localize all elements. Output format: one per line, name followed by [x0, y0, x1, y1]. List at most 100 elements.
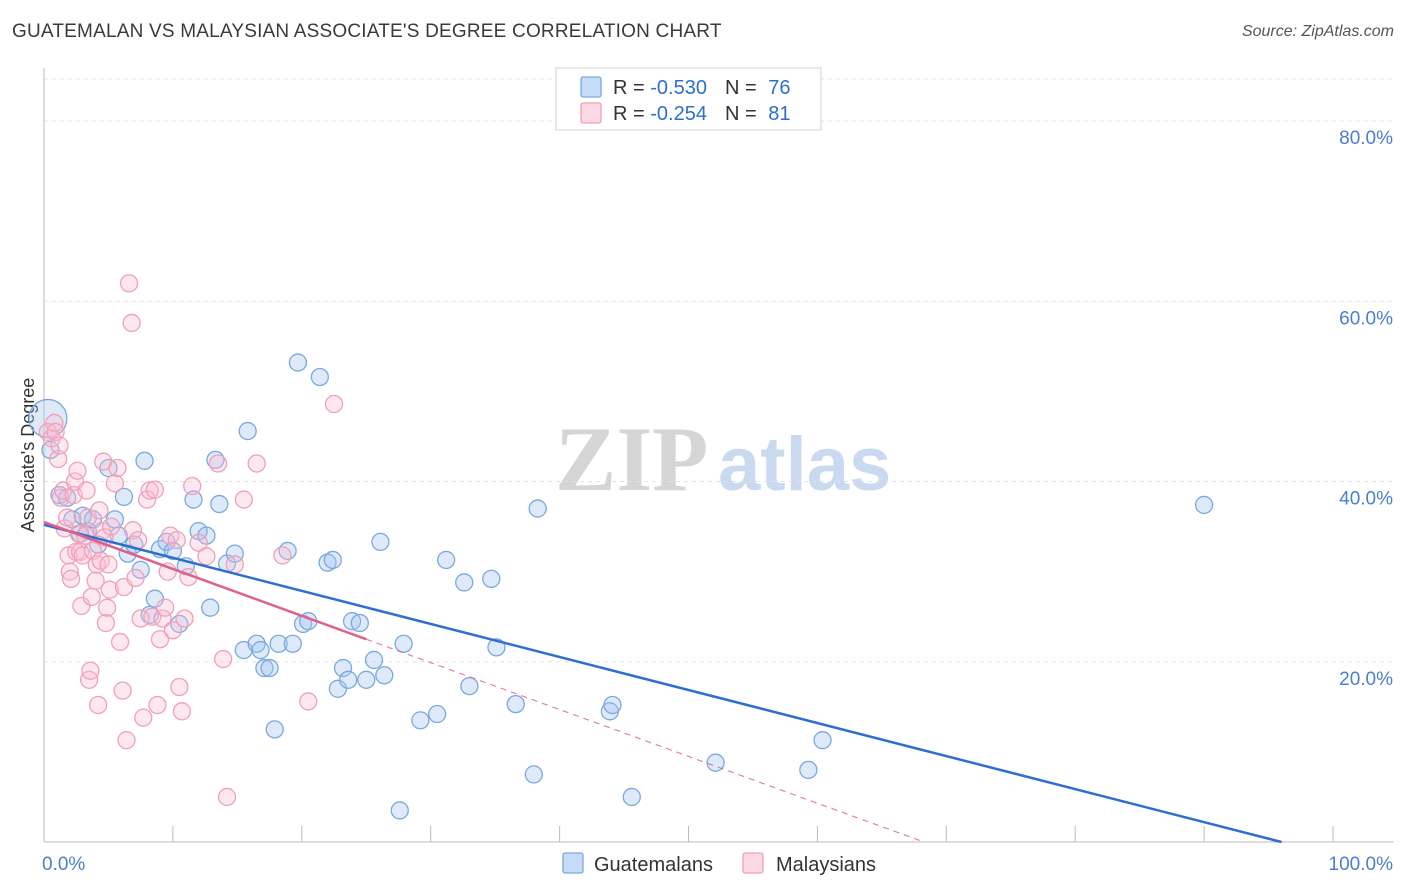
point-malaysians-64	[163, 621, 183, 640]
point-malaysians-51	[128, 530, 148, 550]
legend-r-guatemalans: -0.530	[650, 77, 707, 99]
point-guatemalans-47	[318, 553, 337, 572]
point-guatemalans-64	[460, 676, 479, 696]
point-guatemalans-60	[411, 711, 430, 730]
data-points	[28, 274, 1214, 820]
point-malaysians-4	[49, 449, 68, 469]
point-malaysians-77	[234, 490, 253, 509]
point-guatemalans-32	[225, 544, 244, 563]
legend-r-malaysians: -0.254	[650, 103, 707, 125]
point-malaysians-11	[60, 562, 79, 581]
point-guatemalans-22	[163, 541, 183, 561]
point-guatemalans-40	[269, 634, 288, 653]
point-malaysians-74	[214, 649, 233, 669]
bottom-legend-swatch-guatemalans	[562, 852, 584, 874]
legend-swatch-malaysians	[580, 102, 602, 124]
point-malaysians-58	[148, 695, 167, 715]
point-guatemalans-72	[622, 787, 641, 807]
point-malaysians-42	[108, 458, 127, 478]
point-malaysians-28	[86, 571, 105, 590]
point-malaysians-60	[153, 609, 172, 628]
point-guatemalans-34	[238, 421, 257, 441]
point-malaysians-55	[140, 481, 159, 500]
chart-title: GUATEMALAN VS MALAYSIAN ASSOCIATE'S DEGR…	[12, 21, 722, 42]
point-malaysians-12	[61, 569, 81, 589]
point-guatemalans-49	[328, 679, 348, 698]
point-guatemalans-71	[603, 695, 622, 715]
point-malaysians-26	[82, 587, 101, 607]
point-malaysians-72	[197, 547, 216, 566]
point-malaysians-40	[101, 517, 121, 536]
point-guatemalans-48	[323, 550, 342, 570]
point-guatemalans-46	[310, 367, 329, 387]
point-guatemalans-68	[524, 765, 543, 784]
point-guatemalans-75	[813, 731, 832, 750]
point-guatemalans-51	[339, 670, 358, 689]
point-malaysians-79	[273, 546, 292, 565]
point-malaysians-22	[77, 481, 96, 500]
y-axis-tick-labels: 20.0% 40.0% 60.0% 80.0%	[1339, 128, 1393, 690]
y-tick-label-80: 80.0%	[1339, 128, 1393, 149]
point-guatemalans-65	[482, 569, 501, 589]
point-malaysians-57	[145, 480, 165, 499]
point-malaysians-43	[110, 632, 130, 652]
point-guatemalans-54	[357, 670, 376, 689]
point-malaysians-61	[156, 598, 175, 617]
point-guatemalans-73	[706, 753, 725, 772]
y-tick-label-40: 40.0%	[1339, 489, 1393, 510]
point-guatemalans-53	[350, 613, 369, 633]
point-malaysians-48	[122, 313, 141, 333]
watermark-zip: ZIP	[555, 408, 708, 510]
x-axis-ticks	[43, 826, 1334, 842]
point-guatemalans-55	[364, 650, 384, 670]
gridlines	[44, 78, 1394, 663]
point-guatemalans-36	[251, 640, 270, 660]
point-malaysians-39	[100, 580, 119, 599]
legend-row-malaysians: R = -0.254 N = 81	[613, 103, 790, 125]
source-credit: Source: ZipAtlas.com	[1241, 23, 1394, 40]
x-tick-label-max: 100.0%	[1329, 854, 1394, 875]
trend-line-extension-malaysians	[366, 638, 925, 843]
point-malaysians-67	[172, 702, 192, 721]
point-guatemalans-38	[260, 658, 279, 678]
point-guatemalans-37	[255, 658, 274, 678]
series-legend: Guatemalans Malaysians	[562, 852, 876, 876]
trend-lines	[43, 520, 1282, 844]
point-malaysians-68	[175, 609, 194, 628]
point-guatemalans-19	[145, 589, 165, 608]
point-guatemalans-28	[201, 598, 220, 617]
point-malaysians-19	[72, 596, 91, 616]
y-axis-label: Associate's Degree	[18, 378, 38, 533]
point-malaysians-37	[98, 598, 117, 617]
point-malaysians-20	[73, 546, 92, 565]
point-guatemalans-56	[371, 532, 390, 552]
point-malaysians-46	[117, 731, 136, 750]
point-guatemalans-25	[184, 490, 203, 509]
point-malaysians-3	[46, 422, 65, 442]
stats-legend: R = -0.530 N = 76 R = -0.254 N = 81	[555, 67, 822, 131]
trend-line-guatemalans	[43, 523, 1282, 844]
point-malaysians-71	[189, 533, 208, 552]
point-guatemalans-58	[390, 801, 409, 820]
point-malaysians-75	[217, 787, 237, 807]
point-malaysians-47	[119, 274, 139, 293]
trend-line-malaysians	[43, 520, 367, 641]
point-guatemalans-74	[799, 760, 818, 780]
point-malaysians-52	[131, 609, 150, 628]
point-malaysians-30	[88, 695, 108, 715]
y-tick-label-20: 20.0%	[1339, 669, 1393, 690]
point-guatemalans-62	[437, 550, 456, 570]
point-guatemalans-43	[288, 353, 308, 372]
point-malaysians-36	[96, 613, 116, 633]
point-guatemalans-27	[197, 526, 216, 545]
point-malaysians-49	[123, 521, 143, 540]
point-guatemalans-50	[333, 658, 353, 678]
point-malaysians-65	[167, 530, 186, 550]
point-malaysians-5	[50, 436, 69, 455]
point-malaysians-38	[99, 555, 118, 574]
point-guatemalans-61	[427, 704, 447, 724]
legend-swatch-guatemalans	[580, 76, 602, 98]
point-guatemalans-13	[114, 487, 134, 506]
point-malaysians-76	[225, 555, 244, 574]
